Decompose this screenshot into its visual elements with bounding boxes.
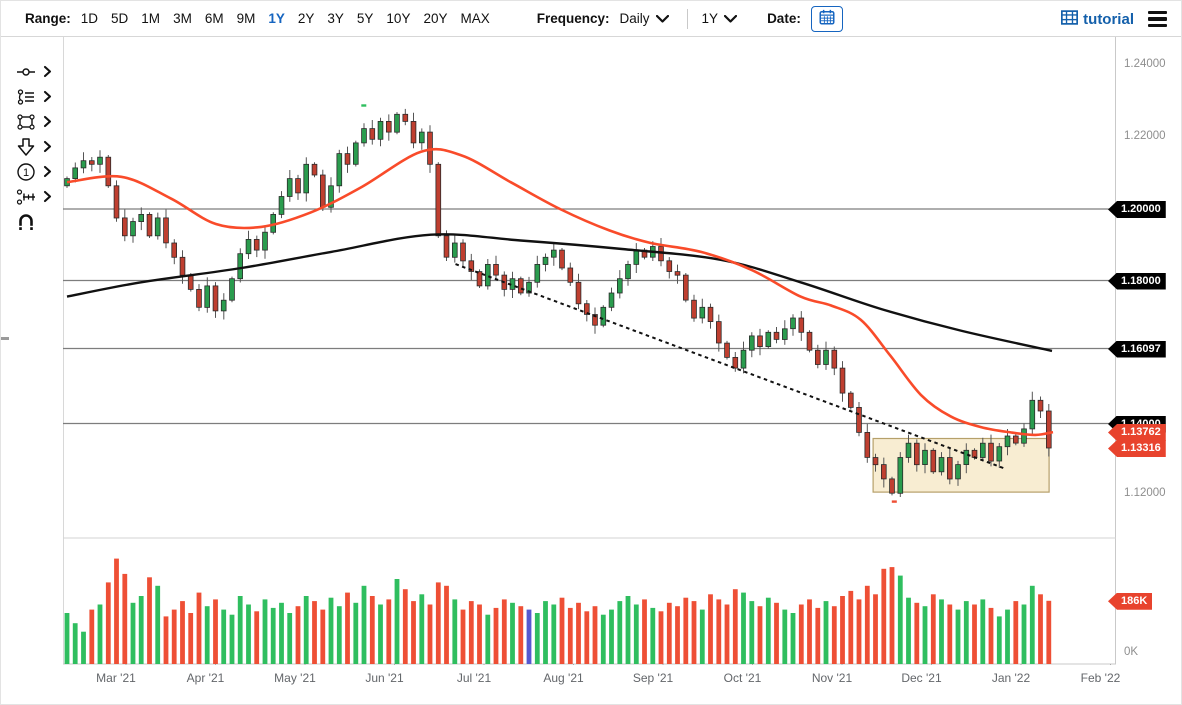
range-option-9m[interactable]: 9M [236,11,256,26]
calendar-icon [818,8,836,29]
range-label: Range: [25,11,71,26]
trendline-tool-icon [15,61,37,83]
price-level-badge: 1.18000 [1108,272,1166,290]
annotation-tool-icon [15,86,37,108]
range-option-6m[interactable]: 6M [204,11,224,26]
time-axis-label: Mar '21 [96,671,136,685]
chart-canvas[interactable] [63,37,1116,665]
drawing-toolbar: 1 [15,59,61,234]
chevron-right-icon [43,65,52,78]
price-axis-tick: 1.24000 [1124,58,1166,70]
price-level-badge: 1.20000 [1108,201,1166,218]
time-axis-label: May '21 [274,671,316,685]
time-axis-label: Apr '21 [186,671,225,685]
range-option-3y[interactable]: 3Y [327,11,344,26]
top-toolbar: Range: 1D 5D 1M 3M 6M 9M 1Y 2Y 3Y 5Y 10Y 20Y MAX Fre… [1,1,1181,37]
range-option-20y[interactable]: 20Y [423,11,448,26]
time-axis-label: Dec '21 [901,671,942,685]
range-option-1d[interactable]: 1D [80,11,99,26]
shape-tool[interactable] [15,109,61,134]
period-value: 1Y [701,11,719,26]
fibonacci-tool[interactable] [15,184,61,209]
chevron-right-icon [43,115,52,128]
chevron-down-icon [724,14,738,23]
current-price-badge: 1.13316 [1108,439,1166,457]
range-option-1y[interactable]: 1Y [268,11,285,26]
period-dropdown[interactable]: 1Y [702,11,738,26]
frequency-label: Frequency: [536,11,610,26]
price-axis-tick: 1.12000 [1124,487,1166,499]
time-axis-label: Jun '21 [365,671,404,685]
price-axis-tick: 1.22000 [1124,129,1166,142]
magnet-tool-icon [15,211,37,233]
svg-text:1: 1 [23,166,29,178]
range-option-3m[interactable]: 3M [173,11,192,26]
time-axis-label: Jan '22 [991,671,1031,685]
current-price-badge: 1.13762 [1108,424,1166,441]
price-level-badge: 1.16097 [1108,340,1166,358]
chevron-right-icon [43,165,52,178]
time-axis-label: Aug '21 [543,671,584,685]
number-annotation-tool-icon: 1 [15,161,37,183]
annotation-tool[interactable] [15,84,61,109]
current-volume-badge: 186K [1108,592,1153,610]
time-axis-label: Jul '21 [456,671,492,685]
range-option-10y[interactable]: 10Y [386,11,411,26]
arrow-tool-icon [15,136,37,158]
number-annotation-tool[interactable]: 1 [15,159,61,184]
chevron-right-icon [43,90,52,103]
time-axis-label: Sep '21 [632,671,674,685]
arrow-tool[interactable] [15,134,61,159]
fibonacci-tool-icon [15,186,37,208]
chevron-down-icon [655,14,669,23]
range-option-1m[interactable]: 1M [141,11,161,26]
range-option-5d[interactable]: 5D [111,11,129,26]
tutorial-label: tutorial [1083,10,1134,28]
panel-resize-handle[interactable] [1,337,9,340]
range-option-5y[interactable]: 5Y [356,11,374,26]
time-axis-label: Oct '21 [723,671,762,685]
range-option-max[interactable]: MAX [460,11,490,26]
chart-plot[interactable] [63,37,1116,665]
date-picker-button[interactable] [810,5,843,32]
trendline-tool[interactable] [15,59,61,84]
film-icon [1061,9,1083,29]
magnet-tool[interactable] [15,209,61,234]
time-axis-label: Feb '22 [1080,671,1121,685]
toolbar-separator [686,8,688,29]
range-options: 1D 5D 1M 3M 6M 9M 1Y 2Y 3Y 5Y 10Y 20Y MAX [81,11,503,26]
tutorial-link[interactable]: tutorial [1061,9,1134,29]
shape-tool-icon [15,111,37,133]
frequency-value: Daily [619,11,650,26]
volume-axis-tick: 0K [1124,646,1139,658]
chevron-right-icon [43,140,52,153]
hamburger-menu-icon[interactable] [1148,9,1167,29]
time-axis-label: Nov '21 [811,671,853,685]
date-label: Date: [767,11,801,26]
frequency-dropdown[interactable]: Daily [620,11,669,26]
chevron-right-icon [43,190,52,203]
range-option-2y[interactable]: 2Y [297,11,315,26]
